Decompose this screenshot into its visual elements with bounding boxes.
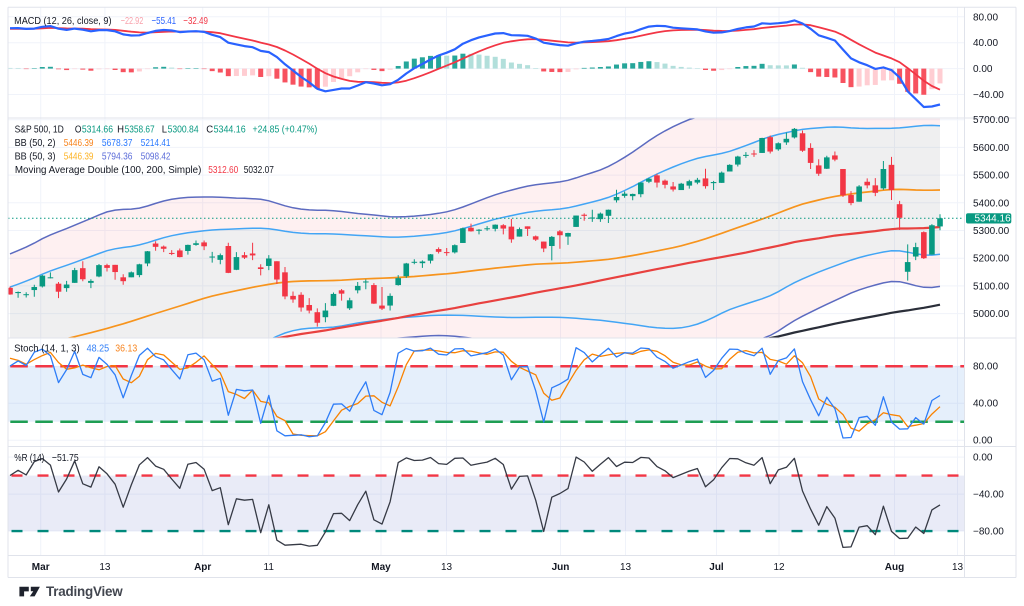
svg-text:5312.60: 5312.60 (208, 165, 238, 176)
svg-text:5314.66: 5314.66 (82, 125, 113, 136)
svg-text:13: 13 (620, 562, 632, 573)
svg-text:5678.37: 5678.37 (102, 138, 133, 149)
svg-text:Jun: Jun (552, 562, 570, 573)
svg-text:Mar: Mar (32, 562, 50, 573)
svg-text:5098.42: 5098.42 (141, 151, 171, 162)
svg-text:13: 13 (952, 562, 964, 573)
svg-text:5032.07: 5032.07 (244, 165, 274, 176)
svg-text:40.00: 40.00 (973, 38, 998, 49)
svg-text:5358.67: 5358.67 (125, 125, 155, 136)
svg-text:TradingView: TradingView (46, 584, 123, 599)
svg-text:48.25: 48.25 (87, 344, 110, 355)
svg-text:36.13: 36.13 (115, 344, 137, 355)
svg-text:−80.00: −80.00 (973, 527, 1004, 538)
svg-text:−40.00: −40.00 (973, 490, 1004, 501)
svg-text:%R (14): %R (14) (14, 453, 44, 464)
svg-text:5600.00: 5600.00 (973, 143, 1010, 154)
svg-text:12: 12 (773, 562, 785, 573)
svg-text:13: 13 (441, 562, 453, 573)
svg-text:5000.00: 5000.00 (973, 309, 1010, 320)
svg-text:MACD (12, 26, close, 9): MACD (12, 26, close, 9) (14, 16, 111, 27)
svg-text:5500.00: 5500.00 (973, 171, 1010, 182)
svg-text:5700.00: 5700.00 (973, 115, 1010, 126)
svg-text:5200.00: 5200.00 (973, 254, 1010, 265)
svg-text:May: May (371, 562, 391, 573)
svg-text:−40.00: −40.00 (973, 90, 1004, 101)
svg-text:S&P 500, 1D: S&P 500, 1D (15, 125, 64, 136)
svg-text:11: 11 (264, 562, 275, 573)
svg-text:80.00: 80.00 (973, 12, 998, 23)
svg-text:+24.85 (+0.47%): +24.85 (+0.47%) (253, 125, 318, 136)
svg-text:80.00: 80.00 (973, 362, 998, 373)
svg-text:C: C (206, 125, 213, 136)
svg-text:5344.16: 5344.16 (214, 125, 246, 136)
svg-text:H: H (117, 125, 124, 136)
svg-text:5214.41: 5214.41 (141, 138, 171, 149)
svg-text:Jul: Jul (709, 562, 724, 573)
svg-text:5300.84: 5300.84 (168, 125, 199, 136)
svg-text:Stoch (14, 1, 3): Stoch (14, 1, 3) (14, 344, 80, 355)
svg-text:5446.39: 5446.39 (64, 138, 94, 149)
svg-text:40.00: 40.00 (973, 399, 998, 410)
svg-text:−51.75: −51.75 (52, 453, 79, 464)
svg-text:5344.16: 5344.16 (975, 214, 1012, 225)
svg-text:5446.39: 5446.39 (64, 151, 94, 162)
svg-text:0.00: 0.00 (973, 453, 993, 464)
svg-text:5100.00: 5100.00 (973, 281, 1010, 292)
svg-text:0.00: 0.00 (973, 64, 993, 75)
svg-text:O: O (75, 125, 82, 136)
svg-text:5300.00: 5300.00 (973, 226, 1010, 237)
svg-text:0.00: 0.00 (973, 436, 993, 447)
svg-text:5400.00: 5400.00 (973, 198, 1010, 209)
svg-text:5794.36: 5794.36 (102, 151, 133, 162)
svg-text:L: L (162, 125, 168, 136)
svg-text:BB (50, 2): BB (50, 2) (15, 138, 56, 149)
svg-text:−55.41: −55.41 (152, 16, 177, 27)
svg-text:Moving Average Double (100, 20: Moving Average Double (100, 200, Simple) (15, 165, 202, 176)
svg-text:13: 13 (99, 562, 111, 573)
svg-text:−22.92: −22.92 (121, 16, 144, 27)
svg-text:BB (50, 3): BB (50, 3) (15, 151, 56, 162)
svg-text:−32.49: −32.49 (183, 16, 208, 27)
svg-text:Apr: Apr (194, 562, 211, 573)
svg-text:Aug: Aug (885, 562, 904, 573)
